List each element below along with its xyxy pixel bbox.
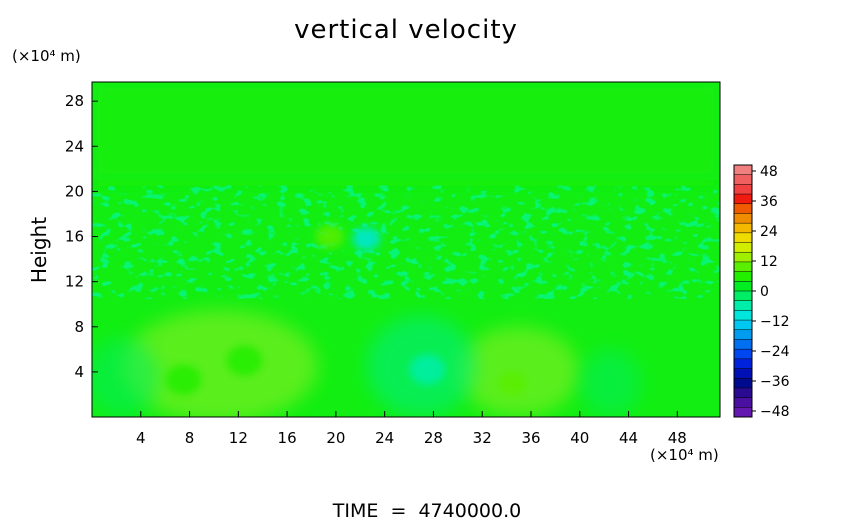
y-tick-label: 24 <box>65 137 84 155</box>
colorbar-swatch <box>734 339 752 350</box>
colorbar-tick-label: 48 <box>760 164 778 180</box>
colorbar-swatch <box>734 184 752 195</box>
colorbar-swatch <box>734 358 752 369</box>
y-tick-label: 12 <box>65 273 84 291</box>
y-tick-label: 8 <box>74 318 84 336</box>
x-tick-label: 20 <box>326 429 345 447</box>
y-tick-label: 16 <box>65 228 84 246</box>
colorbar-swatch <box>734 397 752 408</box>
x-tick-label: 32 <box>473 429 492 447</box>
y-tick-label: 4 <box>74 363 84 381</box>
colorbar-swatch <box>734 223 752 234</box>
colorbar-swatch <box>734 320 752 331</box>
colorbar-swatch <box>734 213 752 224</box>
colorbar-tick-label: −24 <box>760 344 790 360</box>
colorbar-swatch <box>734 174 752 185</box>
downdraft-region <box>579 349 641 417</box>
colorbar-swatch <box>734 281 752 292</box>
turbulent-layer <box>92 185 720 299</box>
y-axis-label: Height <box>27 217 51 283</box>
colorbar-swatch <box>734 387 752 398</box>
x-tick-label: 4 <box>136 429 146 447</box>
field-cell-positive <box>315 224 344 249</box>
colorbar-swatch <box>734 329 752 340</box>
chart-title: vertical velocity <box>294 15 518 45</box>
x-tick-label: 28 <box>424 429 443 447</box>
upper-calm-layer <box>92 82 720 181</box>
x-tick-label: 48 <box>668 429 687 447</box>
colorbar-tick-label: −36 <box>760 374 790 390</box>
colorbar-tick-label: 24 <box>760 224 778 240</box>
x-tick-label: 44 <box>619 429 638 447</box>
heatmap-plot <box>92 82 720 417</box>
colorbar-swatch <box>734 261 752 272</box>
x-axis-ticks: 4 8 12 16 20 24 28 32 36 40 44 48 <box>136 411 687 447</box>
colorbar-swatch <box>734 378 752 389</box>
field-cell-negative <box>352 226 381 251</box>
field-cell-positive <box>165 364 202 396</box>
colorbar-swatch <box>734 407 752 418</box>
colorbar-tick-label: 36 <box>760 194 778 210</box>
colorbar-swatch <box>734 242 752 253</box>
x-unit-label: (×10⁴ m) <box>650 446 719 464</box>
colorbar-swatch <box>734 310 752 321</box>
colorbar-swatch <box>734 194 752 205</box>
field-cell-positive <box>498 371 527 396</box>
x-tick-label: 40 <box>570 429 589 447</box>
y-tick-label: 28 <box>65 92 84 110</box>
colorbar-swatch <box>734 252 752 263</box>
colorbar-swatch <box>734 165 752 175</box>
y-unit-label: (×10⁴ m) <box>12 47 81 65</box>
x-tick-label: 8 <box>185 429 195 447</box>
colorbar-tick-label: −12 <box>760 314 790 330</box>
colorbar-swatch <box>734 271 752 282</box>
colorbar-tick-label: −48 <box>760 404 790 420</box>
colorbar-swatch <box>734 232 752 243</box>
colorbar-swatch <box>734 300 752 311</box>
updraft-region <box>457 326 580 417</box>
downdraft-region <box>92 338 160 417</box>
y-axis-ticks: 4 8 12 16 20 24 28 <box>65 92 98 381</box>
plot-frame <box>91 81 721 418</box>
colorbar-swatch <box>734 349 752 360</box>
colorbar-swatch <box>734 291 752 301</box>
colorbar-tick-label: 0 <box>760 284 769 300</box>
heatmap-field <box>92 82 720 417</box>
x-tick-label: 36 <box>521 429 540 447</box>
colorbar-tick-label: 12 <box>760 254 778 270</box>
field-cell-positive <box>226 345 263 376</box>
time-label: TIME = 4740000.0 <box>332 500 521 519</box>
x-tick-label: 24 <box>375 429 394 447</box>
colorbar-swatch <box>734 203 752 214</box>
y-tick-label: 20 <box>65 182 84 200</box>
colorbar: 48 36 24 12 0 −12 −24 −36 −48 <box>733 164 790 420</box>
field-cell-negative <box>409 354 446 385</box>
x-tick-label: 12 <box>229 429 248 447</box>
x-tick-label: 16 <box>278 429 297 447</box>
colorbar-swatch <box>734 368 752 379</box>
